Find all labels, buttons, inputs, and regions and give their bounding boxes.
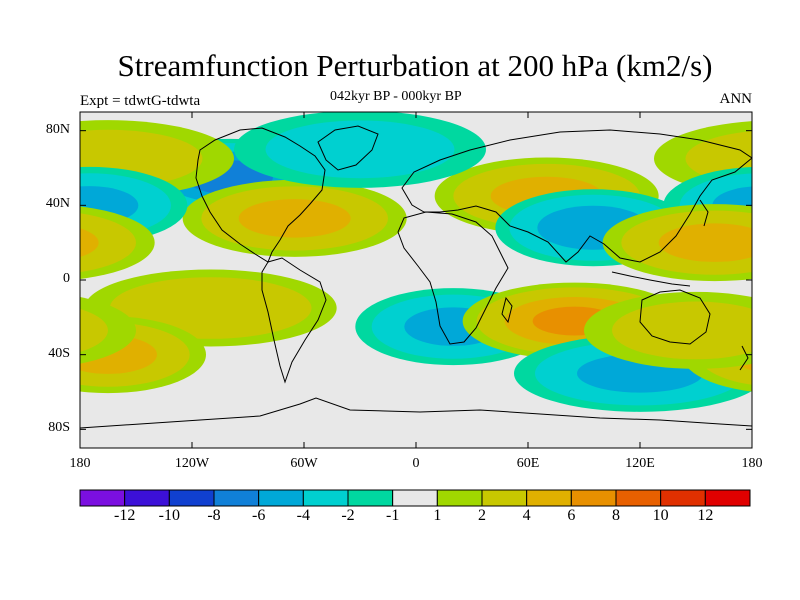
colorbar-swatch: [436, 489, 483, 507]
colorbar-swatch: [258, 489, 304, 507]
coastline-north-america: [195, 127, 326, 263]
contour-band-south-america-high-0-wrap: [757, 270, 800, 347]
colorbar-swatch: [704, 489, 751, 507]
colorbar-level-label: -2: [341, 507, 355, 524]
plot-title: Streamfunction Perturbation at 200 hPa (…: [117, 48, 713, 83]
coastline-new-zealand: [739, 345, 749, 371]
colorbar-swatch: [124, 489, 170, 507]
coastline-greenland: [317, 125, 379, 171]
coastline-antarctica: [80, 397, 752, 429]
colorbar-swatch: [570, 489, 617, 507]
time-range-subtitle: 042kyr BP - 000kyr BP: [330, 89, 462, 104]
colorbar-swatch: [79, 489, 126, 507]
colorbar: [79, 489, 751, 507]
colorbar-swatch: [302, 489, 349, 507]
colorbar-swatch: [168, 489, 215, 507]
lat-label: 40N: [45, 196, 70, 212]
contour-band-northwest-pacific-high-1-wrap: [80, 213, 136, 273]
contour-band-south-america-high-1-wrap: [782, 277, 800, 339]
lon-label: 60W: [290, 456, 318, 471]
colorbar-level-label: -6: [251, 507, 266, 524]
colorbar-level-label: 12: [697, 507, 714, 524]
colorbar-level-label: 10: [652, 507, 669, 524]
experiment-label: Expt = tdwtG-tdwta: [80, 93, 201, 109]
coastlines: [80, 125, 752, 429]
lon-label: 60E: [516, 456, 540, 471]
coastline-japan: [699, 199, 709, 227]
colorbar-swatch: [660, 489, 706, 507]
contour-band-gulf-atlantic-high-2: [238, 199, 351, 238]
colorbar-level-label: -8: [207, 507, 221, 524]
lat-label: 80S: [48, 420, 70, 436]
colorbar-swatch: [526, 489, 572, 507]
lon-label: 180: [69, 456, 91, 471]
colorbar-swatch: [392, 489, 438, 507]
contour-band-south-pacific-high-1-wrap: [80, 308, 108, 352]
colorbar-level-label: -4: [296, 507, 310, 524]
contour-band-australia-south-low-2-wrap: [0, 354, 31, 393]
contour-band-indian-ocean-high-1-wrap: [0, 287, 1, 354]
colorbar-level-label: 1: [433, 507, 442, 524]
colorbar-level-label: 4: [522, 507, 531, 524]
contour-band-arabia-india-low-0-wrap: [0, 189, 19, 266]
contour-band-indian-ocean-high-0-wrap: [0, 283, 15, 360]
coastline-australia: [639, 289, 711, 345]
colorbar-swatch: [481, 489, 528, 507]
colorbar-level-label: 2: [478, 507, 486, 524]
coastline-south-america: [261, 257, 327, 384]
coastline-maritime-continent: [611, 271, 691, 287]
lat-label: 80N: [45, 121, 70, 137]
contour-band-north-atlantic-low-1: [265, 120, 455, 179]
coastline-eurasia: [401, 129, 752, 263]
contour-band-northwest-pacific-high-2: [658, 223, 752, 262]
contour-band-northwest-pacific-high-2-wrap: [80, 228, 99, 258]
season-label: ANN: [719, 91, 753, 107]
colorbar-swatch: [615, 489, 662, 507]
lon-label: 120W: [174, 456, 210, 471]
lon-label: 120E: [625, 456, 655, 471]
colorbar-level-label: 8: [612, 507, 620, 524]
colorbar-level-label: -1: [385, 507, 400, 524]
coastline-africa: [397, 211, 509, 345]
axis-ticks: [79, 112, 753, 448]
coastline-madagascar: [501, 296, 513, 324]
contour-fields: [0, 112, 800, 412]
contour-band-south-pacific-high-1: [612, 301, 752, 360]
lat-label: 40S: [48, 345, 70, 361]
colorbar-level-label: -10: [158, 507, 180, 524]
lon-label: 180: [741, 456, 763, 471]
contour-band-arabia-india-low-1-wrap: [0, 195, 5, 261]
colorbar-swatch: [213, 489, 260, 507]
colorbar-swatch: [347, 489, 394, 507]
colorbar-level-label: 6: [567, 507, 576, 524]
lat-label: 0: [63, 271, 70, 286]
colorbar-level-label: -12: [113, 507, 136, 524]
lon-label: 0: [412, 456, 420, 471]
